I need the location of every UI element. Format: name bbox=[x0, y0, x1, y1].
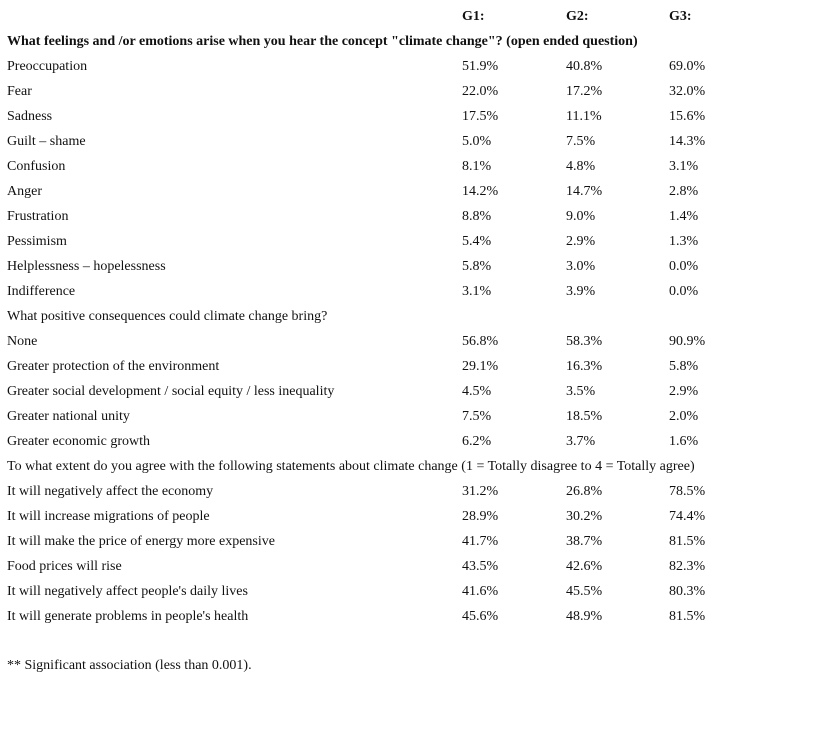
cell-value: 1.6% bbox=[669, 434, 699, 449]
row-label: Confusion bbox=[7, 159, 66, 174]
question: What feelings and /or emotions arise whe… bbox=[7, 34, 638, 49]
cell-value: 69.0% bbox=[669, 59, 706, 74]
cell-value: 14.2% bbox=[462, 184, 499, 199]
cell-value: 4.8% bbox=[566, 159, 596, 174]
cell-value: 90.9% bbox=[669, 334, 706, 349]
column-header: G3: bbox=[669, 9, 692, 24]
row-label: Preoccupation bbox=[7, 59, 88, 74]
row-label: Greater national unity bbox=[7, 409, 130, 424]
cell-value: 81.5% bbox=[669, 534, 706, 549]
cell-value: 14.7% bbox=[566, 184, 603, 199]
cell-value: 16.3% bbox=[566, 359, 603, 374]
row-label: Indifference bbox=[7, 284, 76, 299]
row-label: Helplessness – hopelessness bbox=[7, 259, 166, 274]
cell-value: 45.5% bbox=[566, 584, 603, 599]
cell-value: 48.9% bbox=[566, 609, 603, 624]
cell-value: 5.0% bbox=[462, 134, 492, 149]
cell-value: 15.6% bbox=[669, 109, 706, 124]
cell-value: 43.5% bbox=[462, 559, 499, 574]
cell-value: 5.8% bbox=[462, 259, 492, 274]
row-label: Greater protection of the environment bbox=[7, 359, 220, 374]
cell-value: 6.2% bbox=[462, 434, 492, 449]
cell-value: 3.1% bbox=[669, 159, 699, 174]
column-header: G1: bbox=[462, 9, 485, 24]
cell-value: 2.9% bbox=[566, 234, 596, 249]
cell-value: 3.7% bbox=[566, 434, 596, 449]
cell-value: 1.4% bbox=[669, 209, 699, 224]
cell-value: 30.2% bbox=[566, 509, 603, 524]
cell-value: 14.3% bbox=[669, 134, 706, 149]
cell-value: 17.2% bbox=[566, 84, 603, 99]
cell-value: 2.8% bbox=[669, 184, 699, 199]
cell-value: 5.8% bbox=[669, 359, 699, 374]
cell-value: 2.0% bbox=[669, 409, 699, 424]
cell-value: 38.7% bbox=[566, 534, 603, 549]
cell-value: 7.5% bbox=[462, 409, 492, 424]
cell-value: 1.3% bbox=[669, 234, 699, 249]
row-label: Anger bbox=[7, 184, 42, 199]
row-label: It will negatively affect the economy bbox=[7, 484, 214, 499]
row-label: None bbox=[7, 334, 38, 349]
cell-value: 11.1% bbox=[566, 109, 602, 124]
cell-value: 42.6% bbox=[566, 559, 603, 574]
cell-value: 3.1% bbox=[462, 284, 492, 299]
question: To what extent do you agree with the fol… bbox=[7, 459, 695, 474]
cell-value: 18.5% bbox=[566, 409, 603, 424]
cell-value: 5.4% bbox=[462, 234, 492, 249]
cell-value: 22.0% bbox=[462, 84, 499, 99]
row-label: Guilt – shame bbox=[7, 134, 86, 149]
cell-value: 45.6% bbox=[462, 609, 499, 624]
row-label: Sadness bbox=[7, 109, 53, 124]
cell-value: 78.5% bbox=[669, 484, 706, 499]
cell-value: 29.1% bbox=[462, 359, 499, 374]
cell-value: 4.5% bbox=[462, 384, 492, 399]
row-label: Greater economic growth bbox=[7, 434, 151, 449]
cell-value: 74.4% bbox=[669, 509, 706, 524]
row-label: It will negatively affect people's daily… bbox=[7, 584, 248, 599]
row-label: Food prices will rise bbox=[7, 559, 122, 574]
cell-value: 82.3% bbox=[669, 559, 706, 574]
cell-value: 31.2% bbox=[462, 484, 499, 499]
cell-value: 3.0% bbox=[566, 259, 596, 274]
cell-value: 2.9% bbox=[669, 384, 699, 399]
row-label: It will increase migrations of people bbox=[7, 509, 210, 524]
row-label: Pessimism bbox=[7, 234, 67, 249]
footnote: ** Significant association (less than 0.… bbox=[7, 658, 252, 673]
cell-value: 41.7% bbox=[462, 534, 499, 549]
cell-value: 26.8% bbox=[566, 484, 603, 499]
cell-value: 56.8% bbox=[462, 334, 499, 349]
row-label: Fear bbox=[7, 84, 32, 99]
cell-value: 3.5% bbox=[566, 384, 596, 399]
cell-value: 32.0% bbox=[669, 84, 706, 99]
cell-value: 81.5% bbox=[669, 609, 706, 624]
row-label: Greater social development / social equi… bbox=[7, 384, 335, 399]
cell-value: 80.3% bbox=[669, 584, 706, 599]
cell-value: 9.0% bbox=[566, 209, 596, 224]
column-header: G2: bbox=[566, 9, 589, 24]
cell-value: 0.0% bbox=[669, 284, 699, 299]
cell-value: 0.0% bbox=[669, 259, 699, 274]
row-label: It will make the price of energy more ex… bbox=[7, 534, 275, 549]
row-label: Frustration bbox=[7, 209, 69, 224]
cell-value: 51.9% bbox=[462, 59, 499, 74]
cell-value: 3.9% bbox=[566, 284, 596, 299]
cell-value: 8.8% bbox=[462, 209, 492, 224]
row-label: It will generate problems in people's he… bbox=[7, 609, 249, 624]
cell-value: 8.1% bbox=[462, 159, 492, 174]
cell-value: 7.5% bbox=[566, 134, 596, 149]
cell-value: 58.3% bbox=[566, 334, 603, 349]
cell-value: 17.5% bbox=[462, 109, 499, 124]
cell-value: 28.9% bbox=[462, 509, 499, 524]
cell-value: 40.8% bbox=[566, 59, 603, 74]
cell-value: 41.6% bbox=[462, 584, 499, 599]
question: What positive consequences could climate… bbox=[7, 309, 328, 324]
